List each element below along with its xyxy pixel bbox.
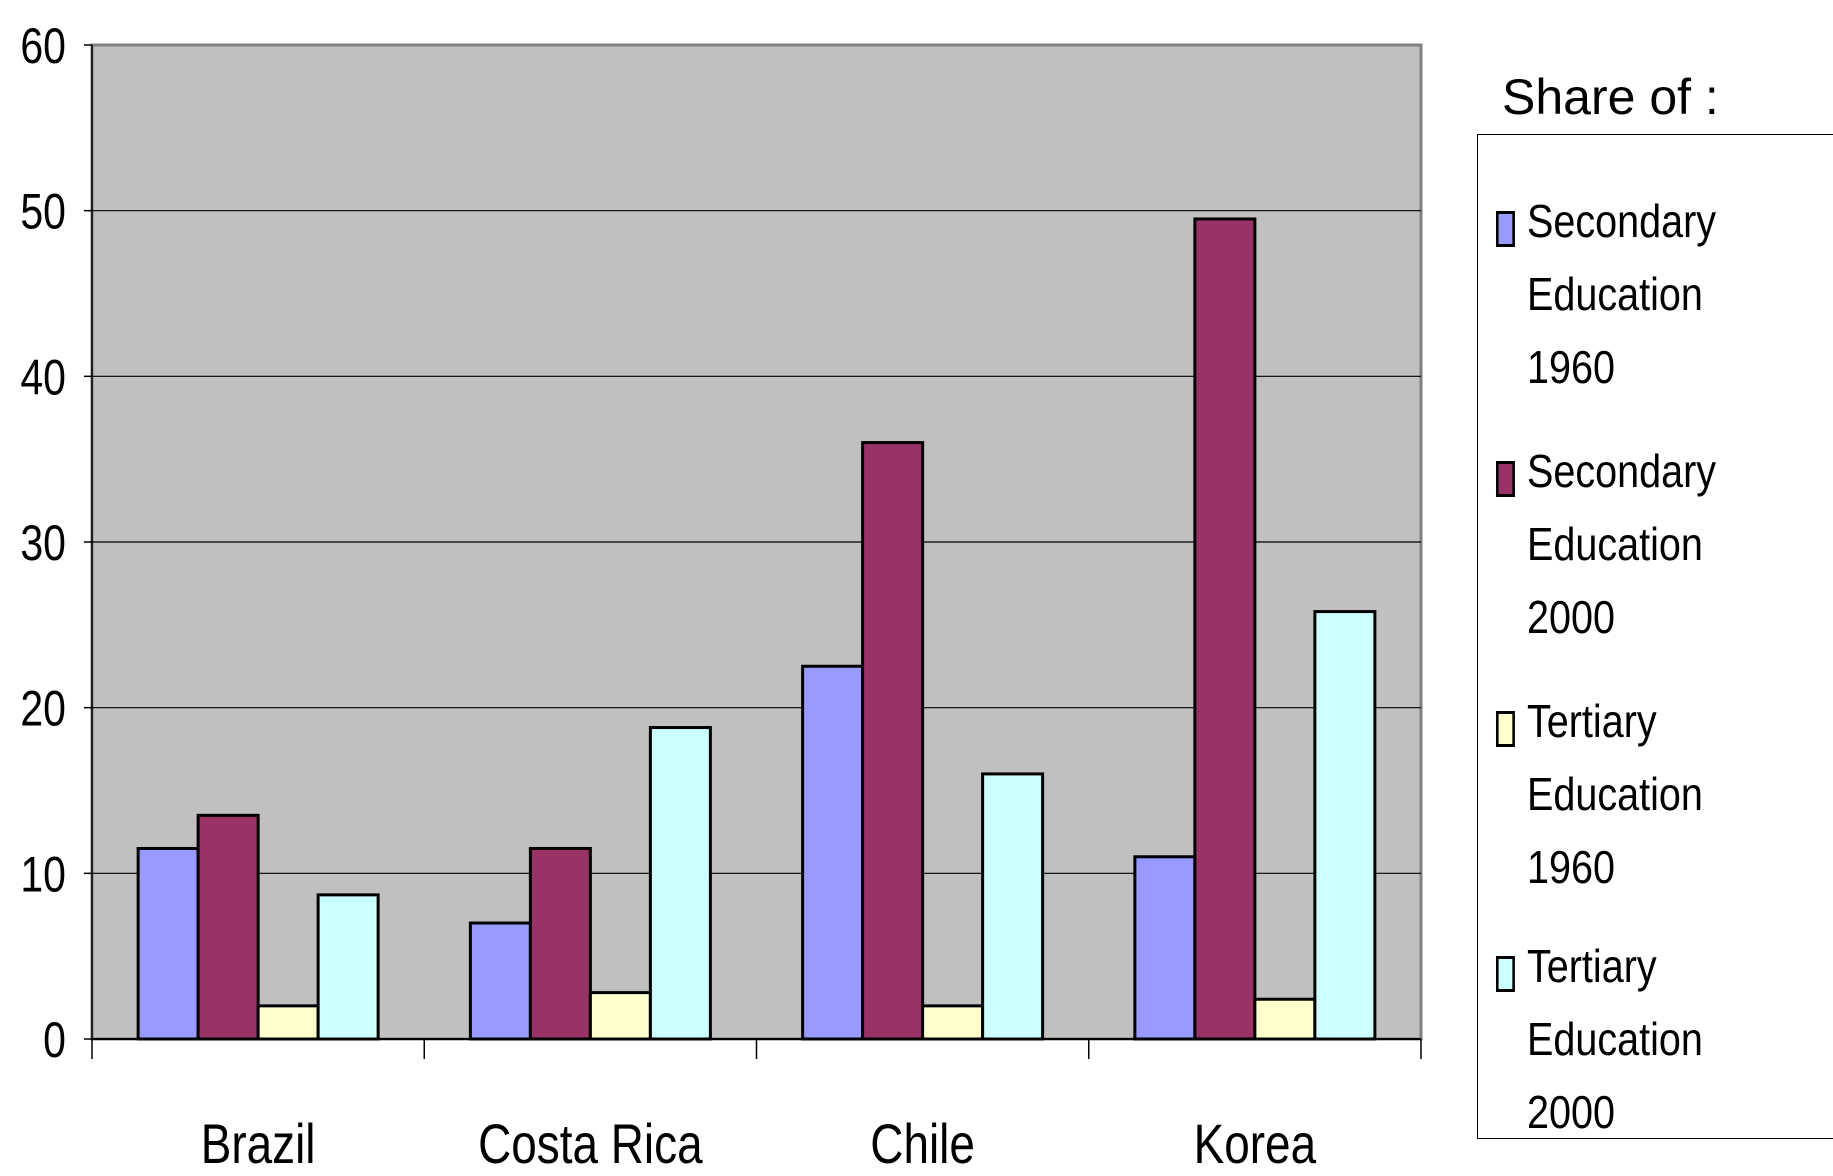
- y-tick-label: 10: [20, 846, 66, 902]
- bar: [1313, 610, 1377, 1041]
- legend-label: Secondary Education 1960: [1526, 195, 1717, 393]
- legend-label: Tertiary Education 2000: [1526, 940, 1703, 1138]
- x-tick-label: Chile: [870, 1113, 975, 1171]
- bar: [648, 726, 712, 1041]
- y-tick-label: 30: [20, 515, 66, 571]
- bar: [1253, 997, 1317, 1041]
- legend-swatch: [1496, 956, 1515, 992]
- x-tick-label: Costa Rica: [478, 1113, 703, 1171]
- bar: [801, 664, 865, 1041]
- bar: [136, 846, 200, 1041]
- bar: [468, 921, 532, 1041]
- bar: [981, 772, 1045, 1041]
- y-tick-label: 40: [20, 349, 66, 405]
- y-tick-label: 60: [20, 18, 66, 74]
- legend-swatch: [1496, 211, 1515, 247]
- y-tick-label: 20: [20, 681, 66, 737]
- x-tick-label: Korea: [1194, 1113, 1317, 1171]
- bar: [921, 1004, 985, 1041]
- plot-area: 0 10 20 30 40 50 60 Brazil Costa Rica Chile Korea: [20, 18, 1423, 1175]
- bar: [588, 991, 652, 1041]
- bar: [256, 1004, 320, 1041]
- x-tick-label: Brazil: [201, 1113, 316, 1171]
- y-tick-label: 50: [20, 184, 66, 240]
- bar: [196, 813, 260, 1041]
- bar: [861, 441, 925, 1041]
- bar: [1133, 855, 1197, 1041]
- bar: [1193, 217, 1257, 1041]
- legend-swatch: [1496, 461, 1515, 497]
- y-tick-label: 0: [43, 1012, 66, 1068]
- legend-label: Tertiary Education 1960: [1526, 695, 1703, 893]
- legend-swatch: [1496, 711, 1515, 747]
- bar: [316, 893, 380, 1041]
- legend: Secondary Education 1960 Secondary Educat…: [1477, 134, 1833, 1139]
- legend-title: Share of :: [1502, 69, 1719, 125]
- legend-label: Secondary Education 2000: [1526, 445, 1717, 643]
- bar: [528, 846, 592, 1041]
